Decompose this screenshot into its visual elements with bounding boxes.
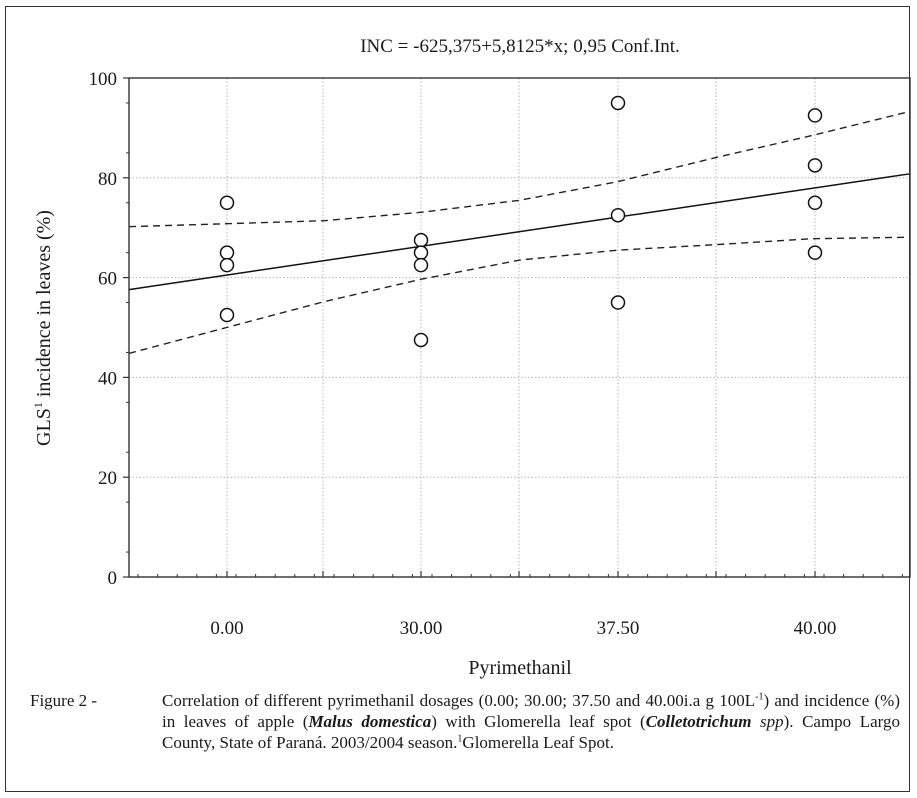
y-axis-label-rest: incidence in leaves (%) xyxy=(33,210,55,402)
confidence-bands xyxy=(128,110,911,355)
scatter-chart: INC = -625,375+5,8125*x; 0,95 Conf.Int. … xyxy=(31,36,911,679)
data-point xyxy=(219,245,235,260)
x-tick-label: 0.00 xyxy=(210,618,243,639)
y-tick-label: 20 xyxy=(98,468,117,489)
y-tick-label: 0 xyxy=(108,568,118,589)
y-axis-label: GLS1 incidence in leaves (%) xyxy=(31,210,55,446)
caption-sup-2: 1 xyxy=(457,733,463,745)
data-point xyxy=(413,257,429,273)
confidence-lower xyxy=(128,236,911,355)
caption-text-2: ) and incidence (%) in leaves of apple ( xyxy=(162,691,900,731)
data-point xyxy=(413,232,429,248)
x-axis-label: Pyrimethanil xyxy=(468,657,572,679)
caption-text-1: Correlation of different pyrimethanil do… xyxy=(162,691,756,710)
data-point xyxy=(610,295,626,310)
data-point xyxy=(807,245,823,260)
data-point xyxy=(807,108,823,123)
caption-species: Malus domestica xyxy=(308,712,432,731)
fit-line xyxy=(128,173,911,291)
y-tick-label: 60 xyxy=(98,269,117,290)
x-axis: 0.00 30.00 37.50 40.00 xyxy=(137,571,903,639)
data-points xyxy=(219,95,823,348)
caption-label: Figure 2 - xyxy=(30,691,98,710)
caption-text-4: ). Campo Largo County, State of Paraná. … xyxy=(162,712,900,752)
x-tick-label: 30.00 xyxy=(400,618,443,639)
regression-line xyxy=(128,173,911,291)
data-point xyxy=(413,332,429,348)
caption-text-5: Glomerella Leaf Spot. xyxy=(462,733,614,752)
caption-sup-1: -1 xyxy=(755,691,764,703)
y-tick-label: 100 xyxy=(89,69,118,90)
data-point xyxy=(413,245,429,260)
x-tick-label: 37.50 xyxy=(597,618,640,639)
x-tick-label: 40.00 xyxy=(794,618,837,639)
caption-text-3: ) with Glomerella leaf spot ( xyxy=(431,712,646,731)
figure-caption: Figure 2 - Correlation of different pyri… xyxy=(30,690,900,753)
caption-body: Correlation of different pyrimethanil do… xyxy=(162,690,900,753)
grid xyxy=(129,78,910,577)
y-axis-label-main: GLS xyxy=(33,408,55,446)
data-point xyxy=(610,207,626,223)
data-point xyxy=(219,195,235,210)
y-axis-label-sup: 1 xyxy=(31,402,45,408)
y-axis: 0 20 40 60 80 100 xyxy=(89,69,129,589)
data-point xyxy=(807,158,823,173)
data-point xyxy=(219,257,235,273)
data-point xyxy=(610,95,626,111)
y-tick-label: 80 xyxy=(98,169,117,190)
y-tick-label: 40 xyxy=(98,368,117,389)
caption-spp: spp xyxy=(751,712,784,731)
chart-title: INC = -625,375+5,8125*x; 0,95 Conf.Int. xyxy=(360,36,680,57)
caption-pathogen: Colletotrichum xyxy=(645,712,752,731)
data-point xyxy=(219,307,235,323)
data-point xyxy=(807,195,823,210)
